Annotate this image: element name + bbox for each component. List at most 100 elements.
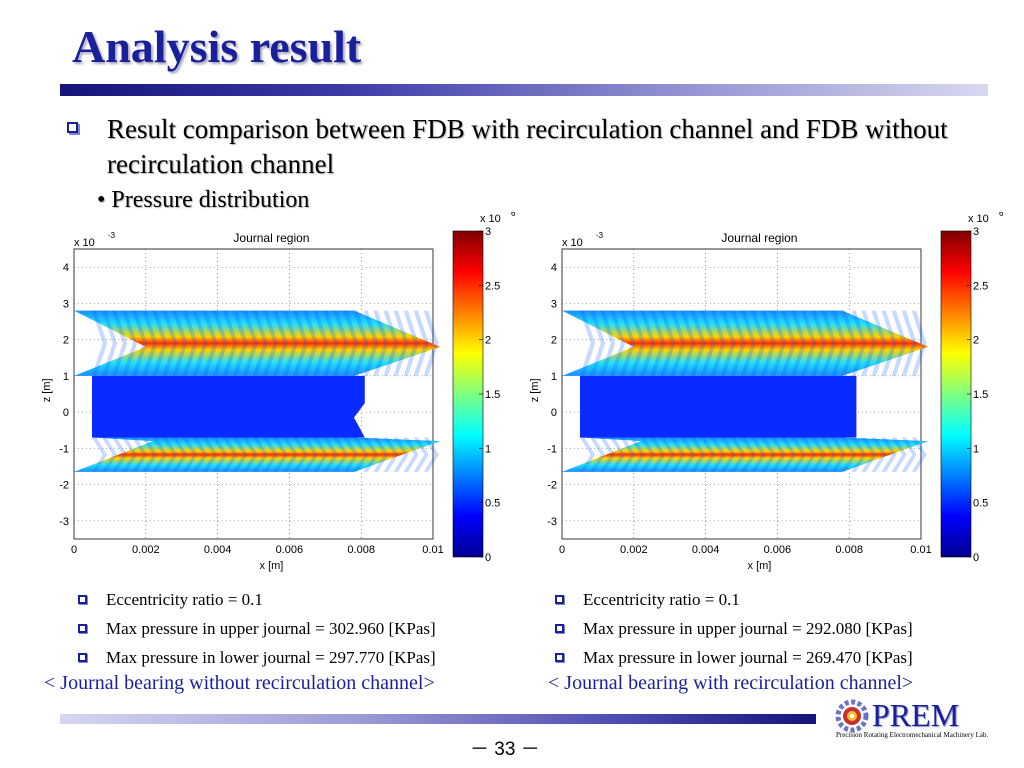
groove-stripe — [102, 437, 118, 472]
square-bullet-icon — [78, 595, 87, 604]
y-tick-label: -1 — [547, 443, 557, 455]
y-tick-label: 0 — [63, 407, 69, 419]
colorbar-tick-label: 1.5 — [485, 389, 500, 401]
colorbar-tick-label: 0 — [973, 552, 979, 564]
square-bullet-icon — [78, 624, 87, 633]
groove-stripe — [831, 437, 847, 472]
groove-stripe — [670, 437, 686, 472]
groove-stripe — [690, 437, 706, 472]
x-axis-label: x [m] — [748, 560, 772, 572]
y-tick-label: 1 — [63, 371, 69, 383]
groove-stripe — [182, 437, 198, 472]
groove-stripe — [313, 437, 329, 472]
groove-stripe — [232, 310, 248, 376]
y-tick-label: 3 — [551, 298, 557, 310]
colorbar-tick-label: 1 — [973, 443, 979, 455]
y-tick-label: 4 — [63, 262, 69, 274]
colorbar-tick-label: 3 — [485, 226, 491, 238]
groove-stripe — [132, 310, 148, 376]
x-tick-label: 0.002 — [620, 544, 648, 556]
groove-stripe — [202, 437, 218, 472]
groove-stripe — [670, 310, 686, 376]
result-text: Max pressure in upper journal = 302.960 … — [106, 618, 436, 638]
list-item: Max pressure in upper journal = 302.960 … — [78, 614, 436, 643]
groove-stripe — [700, 437, 716, 472]
groove-stripe — [590, 310, 606, 376]
y-tick-label: -2 — [547, 480, 557, 492]
groove-stripe — [152, 437, 168, 472]
groove-stripe — [801, 437, 817, 472]
groove-stripe — [393, 310, 409, 376]
groove-stripe — [112, 310, 128, 376]
groove-stripe — [172, 310, 188, 376]
groove-stripe — [92, 310, 107, 376]
groove-stripe — [112, 437, 128, 472]
groove-stripe — [730, 437, 746, 472]
groove-stripe — [293, 437, 309, 472]
groove-stripe — [262, 310, 278, 376]
groove-stripe — [282, 310, 298, 376]
x-tick-label: 0.008 — [835, 544, 863, 556]
groove-stripe — [720, 310, 736, 376]
x-tick-label: 0.008 — [347, 544, 375, 556]
groove-stripe — [343, 437, 359, 472]
x-tick-label: 0.01 — [910, 544, 931, 556]
y-tick-label: 2 — [63, 335, 69, 347]
groove-stripe — [760, 437, 776, 472]
list-item: Eccentricity ratio = 0.1 — [555, 585, 913, 614]
groove-stripe — [232, 437, 248, 472]
groove-stripe — [353, 310, 369, 376]
groove-stripe — [831, 310, 847, 376]
groove-stripe — [383, 310, 399, 376]
colorbar-tick-label: 3 — [973, 226, 979, 238]
groove-stripe — [212, 437, 228, 472]
groove-stripe — [272, 437, 288, 472]
groove-stripe — [710, 310, 726, 376]
groove-stripe — [580, 310, 595, 376]
groove-stripe — [403, 437, 419, 472]
upper-journal-region — [74, 310, 441, 376]
groove-stripe — [861, 437, 877, 472]
groove-stripe — [252, 437, 268, 472]
axis-exponent-base: x 10 — [74, 237, 95, 249]
groove-stripe — [891, 437, 907, 472]
groove-stripe — [282, 437, 298, 472]
title-underline-bar — [60, 84, 988, 96]
groove-stripe — [102, 310, 118, 376]
groove-stripe — [700, 310, 716, 376]
groove-stripe — [202, 310, 218, 376]
square-bullet-icon — [555, 595, 564, 604]
groove-stripe — [383, 437, 399, 472]
groove-stripe — [333, 437, 349, 472]
result-text: Eccentricity ratio = 0.1 — [106, 589, 263, 609]
upper-journal-region — [562, 310, 929, 376]
groove-stripe — [821, 310, 837, 376]
groove-stripe — [293, 310, 309, 376]
x-axis-label: x [m] — [260, 560, 284, 572]
groove-stripe — [750, 310, 766, 376]
result-text: Max pressure in upper journal = 292.080 … — [583, 618, 913, 638]
y-axis-label: z [m] — [41, 378, 53, 402]
groove-stripe — [393, 437, 409, 472]
prem-logo: PREM Precision Rotating Electromechanica… — [832, 697, 1000, 745]
list-item: Max pressure in lower journal = 269.470 … — [555, 643, 913, 672]
lower-journal-region — [562, 437, 929, 472]
groove-stripe — [363, 437, 379, 472]
groove-stripe — [162, 310, 178, 376]
groove-stripe — [650, 437, 666, 472]
groove-stripe — [861, 310, 877, 376]
groove-stripe — [841, 437, 857, 472]
groove-stripe — [811, 310, 827, 376]
groove-stripe — [710, 437, 726, 472]
groove-stripe — [152, 310, 168, 376]
groove-stripe — [811, 437, 827, 472]
square-bullet-icon — [67, 122, 78, 133]
low-pressure-region — [92, 375, 365, 438]
groove-stripe — [791, 437, 807, 472]
colorbar-tick-label: 2 — [973, 335, 979, 347]
groove-stripe — [363, 310, 379, 376]
groove-stripe — [891, 310, 907, 376]
right-results-list: Eccentricity ratio = 0.1 Max pressure in… — [555, 585, 913, 672]
groove-stripe — [610, 310, 626, 376]
axis-exponent-base: x 10 — [562, 237, 583, 249]
